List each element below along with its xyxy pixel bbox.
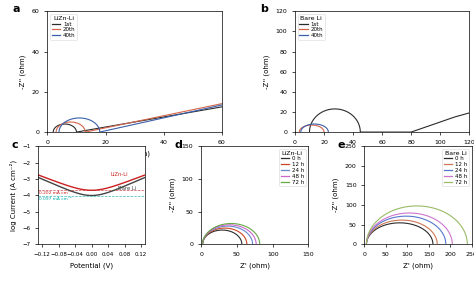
- Legend: 0 h, 12 h, 24 h, 48 h, 72 h: 0 h, 12 h, 24 h, 48 h, 72 h: [279, 149, 306, 186]
- Y-axis label: -Z'' (ohm): -Z'' (ohm): [20, 55, 27, 89]
- Text: d: d: [174, 140, 182, 150]
- Text: c: c: [11, 140, 18, 150]
- Y-axis label: -Z'' (ohm): -Z'' (ohm): [170, 178, 176, 212]
- Text: LiZn-Li: LiZn-Li: [110, 172, 128, 177]
- Text: 0.202 mA cm⁻²: 0.202 mA cm⁻²: [39, 191, 72, 195]
- Y-axis label: -Z'' (ohm): -Z'' (ohm): [264, 55, 270, 89]
- Text: b: b: [260, 4, 268, 14]
- X-axis label: Z' (ohm): Z' (ohm): [367, 150, 397, 157]
- Text: e: e: [337, 140, 345, 150]
- Legend: 1st, 20th, 40th: 1st, 20th, 40th: [298, 14, 325, 40]
- Text: a: a: [12, 4, 20, 14]
- X-axis label: Z' (ohm): Z' (ohm): [403, 263, 433, 269]
- X-axis label: Z' (ohm): Z' (ohm): [119, 150, 150, 157]
- Y-axis label: log Current (A cm⁻²): log Current (A cm⁻²): [9, 160, 17, 231]
- Text: 0.097 mA cm⁻²: 0.097 mA cm⁻²: [39, 197, 72, 201]
- X-axis label: Potential (V): Potential (V): [70, 263, 113, 269]
- Legend: 1st, 20th, 40th: 1st, 20th, 40th: [50, 14, 77, 40]
- Y-axis label: -Z'' (ohm): -Z'' (ohm): [333, 178, 339, 212]
- Legend: 0 h, 12 h, 24 h, 48 h, 72 h: 0 h, 12 h, 24 h, 48 h, 72 h: [442, 149, 469, 186]
- X-axis label: Z' (ohm): Z' (ohm): [240, 263, 270, 269]
- Text: Bare Li: Bare Li: [118, 186, 137, 191]
